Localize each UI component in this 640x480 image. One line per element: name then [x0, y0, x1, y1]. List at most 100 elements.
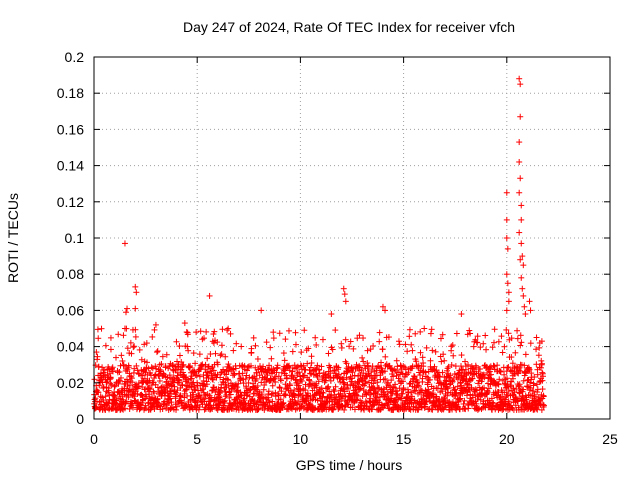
data-point [494, 362, 501, 369]
data-point [128, 373, 135, 380]
data-point [495, 338, 502, 345]
data-point [156, 377, 163, 384]
data-point [505, 388, 512, 395]
data-point [154, 348, 161, 355]
data-point [389, 390, 396, 397]
data-point [412, 330, 419, 337]
data-point [196, 351, 203, 358]
data-point [292, 329, 299, 336]
data-point [480, 340, 487, 347]
data-point [187, 362, 194, 369]
data-point [94, 326, 101, 333]
data-point [498, 333, 505, 340]
data-point [390, 384, 397, 391]
data-points [91, 75, 547, 413]
data-point [281, 357, 288, 364]
data-point [101, 367, 108, 374]
data-point [95, 335, 102, 342]
data-point [338, 340, 345, 347]
data-point [508, 378, 515, 385]
data-point [505, 330, 512, 337]
data-point [269, 382, 276, 389]
data-point [522, 351, 529, 358]
data-point-peak [520, 292, 527, 299]
data-point [109, 368, 116, 375]
data-point [457, 395, 464, 402]
data-point [164, 385, 171, 392]
data-point [370, 342, 377, 349]
data-point [217, 387, 224, 394]
data-point [173, 403, 180, 410]
data-point [314, 362, 321, 369]
data-point [360, 358, 367, 365]
data-point [273, 365, 280, 372]
data-point [382, 353, 389, 360]
data-point [430, 391, 437, 398]
data-point-peak [225, 325, 232, 332]
data-point [499, 349, 506, 356]
data-point [330, 367, 337, 374]
data-point [381, 368, 388, 375]
data-point [475, 380, 482, 387]
data-point [385, 334, 392, 341]
data-point [331, 367, 338, 374]
data-point [397, 362, 404, 369]
data-point [225, 363, 232, 370]
data-point [184, 331, 191, 338]
data-point [415, 406, 422, 413]
data-point [509, 375, 516, 382]
data-point [390, 373, 397, 380]
data-point [378, 401, 385, 408]
data-point [370, 380, 377, 387]
data-point [250, 390, 257, 397]
data-point [130, 344, 137, 351]
data-point [100, 385, 107, 392]
data-point [205, 374, 212, 381]
data-point [276, 385, 283, 392]
data-point [107, 380, 114, 387]
data-point [132, 333, 139, 340]
data-point [505, 364, 512, 371]
data-point [184, 343, 191, 350]
data-point [278, 377, 285, 384]
data-point [436, 379, 443, 386]
data-point [399, 370, 406, 377]
data-point [219, 326, 226, 333]
data-point [535, 352, 542, 359]
data-point [378, 359, 385, 366]
data-point [163, 351, 170, 358]
data-point [287, 405, 294, 412]
data-point [252, 364, 259, 371]
data-point [227, 330, 234, 337]
data-point [516, 381, 523, 388]
data-point [439, 369, 446, 376]
data-point [369, 363, 376, 370]
data-point [230, 347, 237, 354]
data-point [453, 330, 460, 337]
data-point-peak [520, 262, 527, 269]
data-point-peak [132, 305, 139, 312]
data-point [268, 355, 275, 362]
data-point [451, 370, 458, 377]
data-point [197, 328, 204, 335]
data-point [270, 329, 277, 336]
data-point [367, 346, 374, 353]
data-point [151, 375, 158, 382]
data-point [484, 388, 491, 395]
data-point [282, 336, 289, 343]
data-point [305, 345, 312, 352]
data-point [526, 379, 533, 386]
data-point [469, 375, 476, 382]
data-point [286, 362, 293, 369]
data-point [444, 392, 451, 399]
data-point [426, 376, 433, 383]
data-point [380, 376, 387, 383]
data-point-peak [504, 245, 511, 252]
data-point [254, 382, 261, 389]
x-axis-label: GPS time / hours [296, 457, 403, 473]
data-point [333, 370, 340, 377]
data-point [482, 332, 489, 339]
data-point [267, 344, 274, 351]
data-point [125, 364, 132, 371]
data-point [480, 371, 487, 378]
